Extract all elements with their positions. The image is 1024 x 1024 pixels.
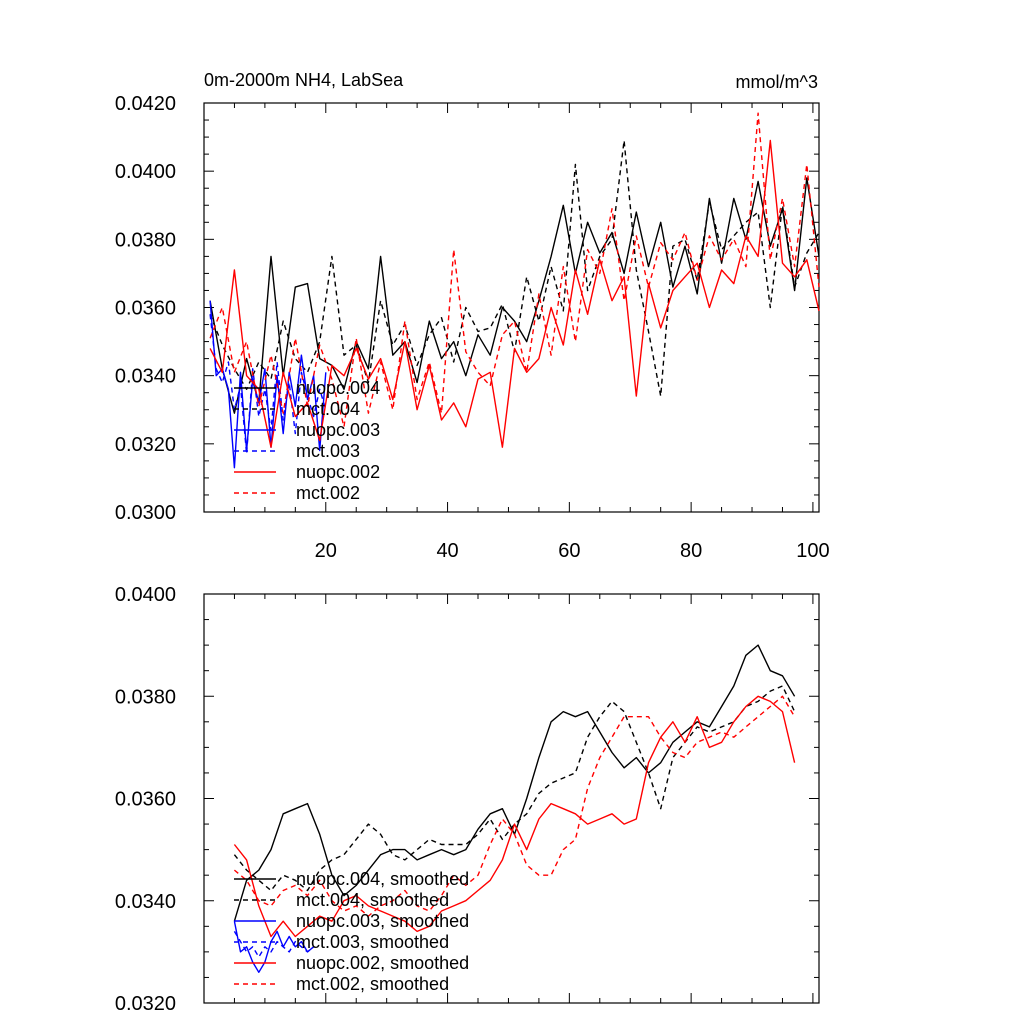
x-tick-label: 80 (680, 540, 702, 562)
axis-ticks: 0.0320 0.0340 0.0360 0.0380 0.0400 (115, 584, 819, 1015)
legend-label: nuopc.004 (296, 378, 380, 398)
x-tick-label: 100 (796, 540, 829, 562)
y-tick-label: 0.0400 (115, 161, 176, 183)
y-tick-label: 0.0380 (115, 686, 176, 708)
y-tick-label: 0.0400 (115, 584, 176, 606)
series-line-mct-002-smoothed (233, 695, 796, 917)
legend-label: mct.004 (296, 399, 360, 419)
y-tick-label: 0.0380 (115, 229, 176, 251)
series-line-mct-003 (209, 314, 327, 455)
bottom-panel: 0.0320 0.0340 0.0360 0.0380 0.0400 nuopc.004… (115, 584, 820, 1015)
series-layer (233, 644, 796, 973)
legend-label: nuopc.003, smoothed (296, 911, 469, 931)
legend-label: mct.003, smoothed (296, 932, 449, 952)
series-line-nuopc-004 (209, 177, 820, 414)
y-tick-label: 0.0360 (115, 298, 176, 320)
series-layer (209, 112, 820, 469)
legend-label: nuopc.004, smoothed (296, 869, 469, 889)
x-tick-label: 60 (558, 540, 580, 562)
series-line-nuopc-002 (209, 139, 820, 448)
legend-label: mct.002, smoothed (296, 974, 449, 994)
legend: nuopc.004mct.004nuopc.003mct.003nuopc.00… (234, 378, 380, 503)
legend-label: nuopc.003 (296, 420, 380, 440)
chart-title: 0m-2000m NH4, LabSea (204, 70, 404, 90)
y-tick-label: 0.0320 (115, 993, 176, 1015)
x-tick-label: 20 (315, 540, 337, 562)
y-tick-label: 0.0360 (115, 789, 176, 811)
y-tick-label: 0.0340 (115, 366, 176, 388)
y-tick-label: 0.0420 (115, 93, 176, 115)
units-label: mmol/m^3 (736, 72, 818, 92)
legend-label: nuopc.002, smoothed (296, 953, 469, 973)
legend-label: mct.004, smoothed (296, 890, 449, 910)
y-tick-label: 0.0340 (115, 891, 176, 913)
legend-label: mct.002 (296, 483, 360, 503)
series-line-nuopc-003-smoothed (233, 921, 315, 973)
series-line-nuopc-002-smoothed (233, 695, 796, 938)
x-tick-label: 40 (436, 540, 458, 562)
series-line-mct-003-smoothed (233, 931, 315, 958)
legend-label: mct.003 (296, 441, 360, 461)
y-tick-label: 0.0300 (115, 502, 176, 524)
legend-label: nuopc.002 (296, 462, 380, 482)
axis-ticks: 20 40 60 80 100 0.0300 0.0320 0.0340 0.0360 0.038… (115, 93, 830, 562)
series-line-mct-002 (209, 112, 820, 428)
y-tick-label: 0.0320 (115, 434, 176, 456)
top-panel: 0m-2000m NH4, LabSea mmol/m^3 20 40 60 80 10… (115, 70, 830, 562)
series-line-mct-004-smoothed (233, 685, 796, 892)
